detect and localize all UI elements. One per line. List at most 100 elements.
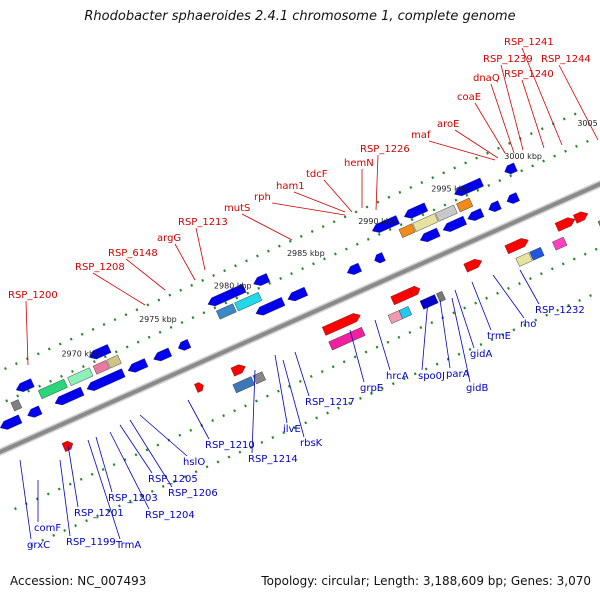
forward-gene-9[interactable] [573, 209, 589, 224]
gene-features[interactable] [0, 162, 600, 452]
forward-gene-0[interactable] [61, 439, 75, 452]
top-label-16[interactable]: RSP_1240 [504, 69, 554, 80]
bottom-label-20[interactable]: gidA [470, 349, 492, 360]
bottom-label-6[interactable]: RSP_1204 [145, 510, 195, 521]
reverse-gene-10[interactable] [373, 252, 386, 264]
reverse-gene-0[interactable] [0, 414, 23, 432]
forward-box-0[interactable] [232, 376, 255, 394]
reverse-box-5[interactable] [234, 291, 263, 312]
reverse-box-1[interactable] [67, 367, 94, 386]
bottom-label-5[interactable]: RSP_1203 [108, 493, 158, 504]
forward-box-6[interactable] [436, 291, 446, 303]
top-label-15[interactable]: RSP_1239 [483, 54, 533, 65]
reverse-box-6[interactable] [398, 223, 416, 238]
bottom-label-18[interactable]: parA [446, 369, 470, 380]
reverse-gene-6[interactable] [176, 339, 192, 352]
reverse-gene-12[interactable] [441, 215, 467, 234]
top-label-13[interactable]: coaE [457, 92, 481, 103]
forward-box-4[interactable] [398, 306, 413, 319]
top-label-4[interactable]: RSP_1213 [178, 217, 228, 228]
reverse-gene-b-0[interactable] [14, 378, 35, 395]
top-label-7[interactable]: ham1 [276, 181, 305, 192]
reverse-box-2[interactable] [92, 360, 110, 375]
bottom-label-8[interactable]: RSP_1206 [168, 488, 218, 499]
bottom-label-19[interactable]: gidB [466, 383, 488, 394]
bottom-label-14[interactable]: RSP_1217 [305, 397, 355, 408]
bottom-label-23[interactable]: RSP_1232 [535, 305, 585, 316]
reverse-gene-2[interactable] [53, 386, 85, 407]
forward-gene-2[interactable] [230, 362, 247, 377]
top-label-12[interactable]: aroE [437, 119, 459, 130]
reverse-gene-b-5[interactable] [402, 202, 429, 221]
bottom-label-2[interactable]: RSP_1199 [66, 537, 116, 548]
reverse-gene-11[interactable] [418, 227, 441, 244]
bottom-label-13[interactable]: rbsK [300, 438, 323, 449]
forward-box-9[interactable] [552, 236, 568, 251]
reverse-gene-5[interactable] [152, 347, 173, 364]
bottom-label-16[interactable]: hrcA [386, 371, 409, 382]
top-label-9[interactable]: hemN [344, 158, 374, 169]
bottom-label-22[interactable]: rho [520, 319, 536, 330]
reverse-box-9[interactable] [456, 197, 474, 213]
forward-gene-1[interactable] [194, 381, 205, 393]
top-label-3[interactable]: argG [157, 233, 181, 244]
bottom-label-11[interactable]: RSP_1214 [248, 454, 298, 465]
reverse-gene-b-7[interactable] [503, 162, 518, 176]
bottom-label-10[interactable]: RSP_1210 [205, 440, 255, 451]
forward-gene-7[interactable] [504, 236, 531, 255]
forward-box-9-body [552, 236, 568, 251]
reverse-gene-15[interactable] [505, 192, 520, 205]
top-label-1[interactable]: RSP_1208 [75, 262, 125, 273]
top-label-8[interactable]: tdcF [306, 169, 328, 180]
reverse-gene-13[interactable] [466, 208, 485, 223]
reverse-gene-1[interactable] [26, 405, 43, 420]
gene-labels[interactable]: RSP_1200 RSP_1208 RSP_6148 argG RSP_1213 mutS… [8, 37, 591, 551]
reverse-gene-b-3[interactable] [252, 273, 271, 288]
forward-gene-6[interactable] [463, 257, 484, 273]
reverse-box-7[interactable] [412, 213, 439, 232]
forward-box-2[interactable] [328, 326, 366, 351]
forward-gene-5[interactable] [408, 284, 422, 297]
top-label-2[interactable]: RSP_6148 [108, 248, 158, 259]
top-label-17[interactable]: RSP_1241 [504, 37, 554, 48]
bottom-label-21[interactable]: trmE [487, 331, 511, 342]
reverse-gene-14[interactable] [487, 200, 502, 214]
top-label-6[interactable]: rph [254, 192, 271, 203]
top-label-14[interactable]: dnaQ [473, 73, 500, 84]
top-label-0[interactable]: RSP_1200 [8, 290, 58, 301]
bottom-label-0[interactable]: comF [34, 523, 61, 534]
reverse-gene-b-6[interactable] [453, 177, 484, 198]
reverse-box-3[interactable] [106, 354, 122, 369]
reverse-gene-12-body [442, 215, 467, 232]
top-label-5[interactable]: mutS [224, 203, 250, 214]
top-label-11[interactable]: maf [411, 130, 431, 141]
top-label-18[interactable]: RSP_1244 [541, 54, 591, 65]
reverse-gene-b-4[interactable] [370, 215, 400, 235]
bottom-label-7[interactable]: RSP_1205 [148, 474, 198, 485]
reverse-box-8[interactable] [435, 204, 458, 222]
top-label-10[interactable]: RSP_1226 [360, 144, 410, 155]
reverse-gene-8[interactable] [286, 286, 309, 303]
bottom-label-12[interactable]: ilvE [283, 424, 301, 435]
forward-gene-8[interactable] [554, 215, 577, 232]
bottom-label-9[interactable]: hslO [183, 457, 205, 468]
reverse-box-10[interactable] [10, 399, 23, 412]
reverse-box-4[interactable] [216, 303, 237, 320]
reverse-gene-9[interactable] [345, 262, 362, 277]
reverse-gene-4[interactable] [126, 358, 149, 374]
forward-box-8[interactable] [529, 247, 545, 261]
bottom-label-3[interactable]: RSP_1201 [74, 508, 124, 519]
reverse-box-0[interactable] [38, 378, 68, 400]
bottom-label-1[interactable]: grxC [27, 540, 50, 551]
bottom-label-15[interactable]: grpE [360, 383, 383, 394]
forward-box-5[interactable] [419, 294, 439, 310]
bottom-label-17[interactable]: spo0J [418, 371, 445, 382]
reverse-gene-7[interactable] [254, 297, 286, 317]
reverse-gene-b-2[interactable] [206, 283, 247, 309]
reverse-gene-b-1[interactable] [87, 344, 112, 361]
forward-gene-3[interactable] [321, 311, 362, 336]
reverse-gene-3[interactable] [85, 368, 126, 394]
bottom-label-4[interactable]: TrmA [115, 540, 141, 551]
forward-box-7[interactable] [515, 252, 533, 267]
feature-track-guides [0, 111, 600, 547]
